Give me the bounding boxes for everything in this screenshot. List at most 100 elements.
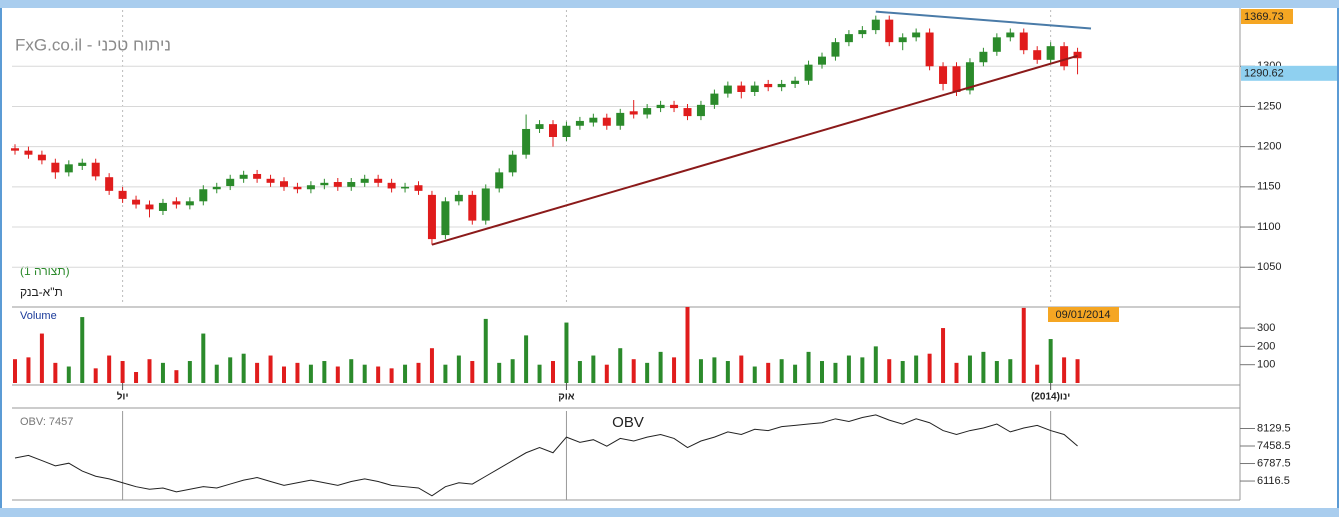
y-tick-label: 1100 xyxy=(1257,221,1281,233)
candle-body xyxy=(293,186,302,190)
volume-bar xyxy=(685,307,690,383)
volume-bar xyxy=(564,322,569,383)
candle-body xyxy=(522,128,531,155)
chart-title: FxG.co.il - ניתוח טכני xyxy=(15,35,171,54)
candle-body xyxy=(750,85,759,92)
volume-bar xyxy=(631,359,636,383)
candle-body xyxy=(1019,32,1028,51)
volume-bar xyxy=(349,359,354,383)
volume-bar xyxy=(53,362,58,383)
high-label-box xyxy=(1241,9,1293,24)
volume-bar xyxy=(322,361,327,383)
candle-body xyxy=(670,104,679,109)
volume-title: Volume xyxy=(20,310,57,322)
candle-body xyxy=(401,186,410,189)
candle-body xyxy=(374,178,383,183)
candle-body xyxy=(979,51,988,63)
candle-body xyxy=(629,111,638,115)
volume-bar xyxy=(1062,357,1067,383)
candle-body xyxy=(602,117,611,126)
y-tick-label: 7458.5 xyxy=(1257,440,1291,452)
volume-bar xyxy=(39,333,44,383)
volume-bar xyxy=(739,355,744,383)
candle-body xyxy=(535,124,544,129)
trend-line xyxy=(431,54,1078,246)
candle-body xyxy=(1073,51,1082,59)
candle-body xyxy=(185,201,194,206)
candle-body xyxy=(844,34,853,43)
candle-body xyxy=(468,194,477,221)
candle-body xyxy=(454,194,463,202)
volume-bar xyxy=(887,359,892,383)
candle-body xyxy=(387,182,396,189)
candle-body xyxy=(266,178,275,183)
y-tick-label: 100 xyxy=(1257,359,1275,371)
volume-bar xyxy=(134,372,139,383)
volume-bar xyxy=(403,364,408,383)
volume-bar xyxy=(429,348,434,383)
volume-bar xyxy=(1021,307,1026,383)
candle-body xyxy=(172,201,181,205)
candle-body xyxy=(616,112,625,126)
candle-body xyxy=(643,108,652,115)
volume-bar xyxy=(954,362,959,383)
volume-bar xyxy=(1075,359,1080,383)
candle-body xyxy=(145,204,154,210)
candle-body xyxy=(37,154,46,161)
candle-body xyxy=(64,164,73,173)
y-tick-label: 6116.5 xyxy=(1257,475,1290,487)
candle-body xyxy=(199,189,208,202)
top-bar xyxy=(0,0,1339,8)
y-tick-label: 8129.5 xyxy=(1257,422,1291,434)
trend-line xyxy=(875,10,1092,30)
candle-body xyxy=(51,162,60,173)
volume-bar xyxy=(308,364,313,383)
candle-body xyxy=(1033,50,1042,60)
volume-bar xyxy=(766,362,771,383)
candle-body xyxy=(78,162,87,166)
high-label: 1369.73 xyxy=(1244,11,1284,23)
volume-bar xyxy=(416,362,421,383)
volume-bar xyxy=(806,351,811,383)
candle-body xyxy=(965,62,974,91)
candle-body xyxy=(683,108,692,117)
instrument-label: ת"א-בנק xyxy=(20,285,63,299)
candle-body xyxy=(360,178,369,183)
candle-body xyxy=(549,124,557,138)
volume-bar xyxy=(470,361,475,383)
y-tick-label: 1200 xyxy=(1257,141,1281,153)
volume-bar xyxy=(282,366,286,383)
volume-bar xyxy=(443,364,448,383)
obv-value: OBV: 7457 xyxy=(20,416,73,428)
candle-body xyxy=(414,185,423,191)
candle-body xyxy=(508,154,517,173)
candle-body xyxy=(253,173,262,179)
volume-bar xyxy=(537,364,542,383)
volume-bar xyxy=(658,351,663,383)
obv-title: OBV xyxy=(612,414,644,431)
candle-body xyxy=(952,66,961,92)
candle-body xyxy=(696,104,705,117)
volume-bar xyxy=(335,366,340,383)
volume-bar xyxy=(241,353,246,383)
volume-bar xyxy=(268,355,273,383)
volume-bar xyxy=(779,359,784,383)
volume-bar xyxy=(497,362,502,383)
volume-bar xyxy=(551,361,555,383)
volume-bar xyxy=(820,361,824,383)
candle-body xyxy=(710,93,719,105)
candle-body xyxy=(791,80,800,84)
last-label-box xyxy=(1241,65,1337,81)
candle-body xyxy=(239,174,248,179)
candle-body xyxy=(818,56,826,65)
volume-bar xyxy=(255,362,260,383)
volume-bar xyxy=(66,366,71,383)
volume-bar xyxy=(228,357,233,383)
volume-bar xyxy=(93,368,98,383)
volume-bar xyxy=(147,359,152,383)
candle-body xyxy=(737,85,746,92)
candle-body xyxy=(347,182,356,187)
volume-bar xyxy=(981,351,986,383)
candle-body xyxy=(333,182,342,187)
volume-bar xyxy=(860,357,865,383)
